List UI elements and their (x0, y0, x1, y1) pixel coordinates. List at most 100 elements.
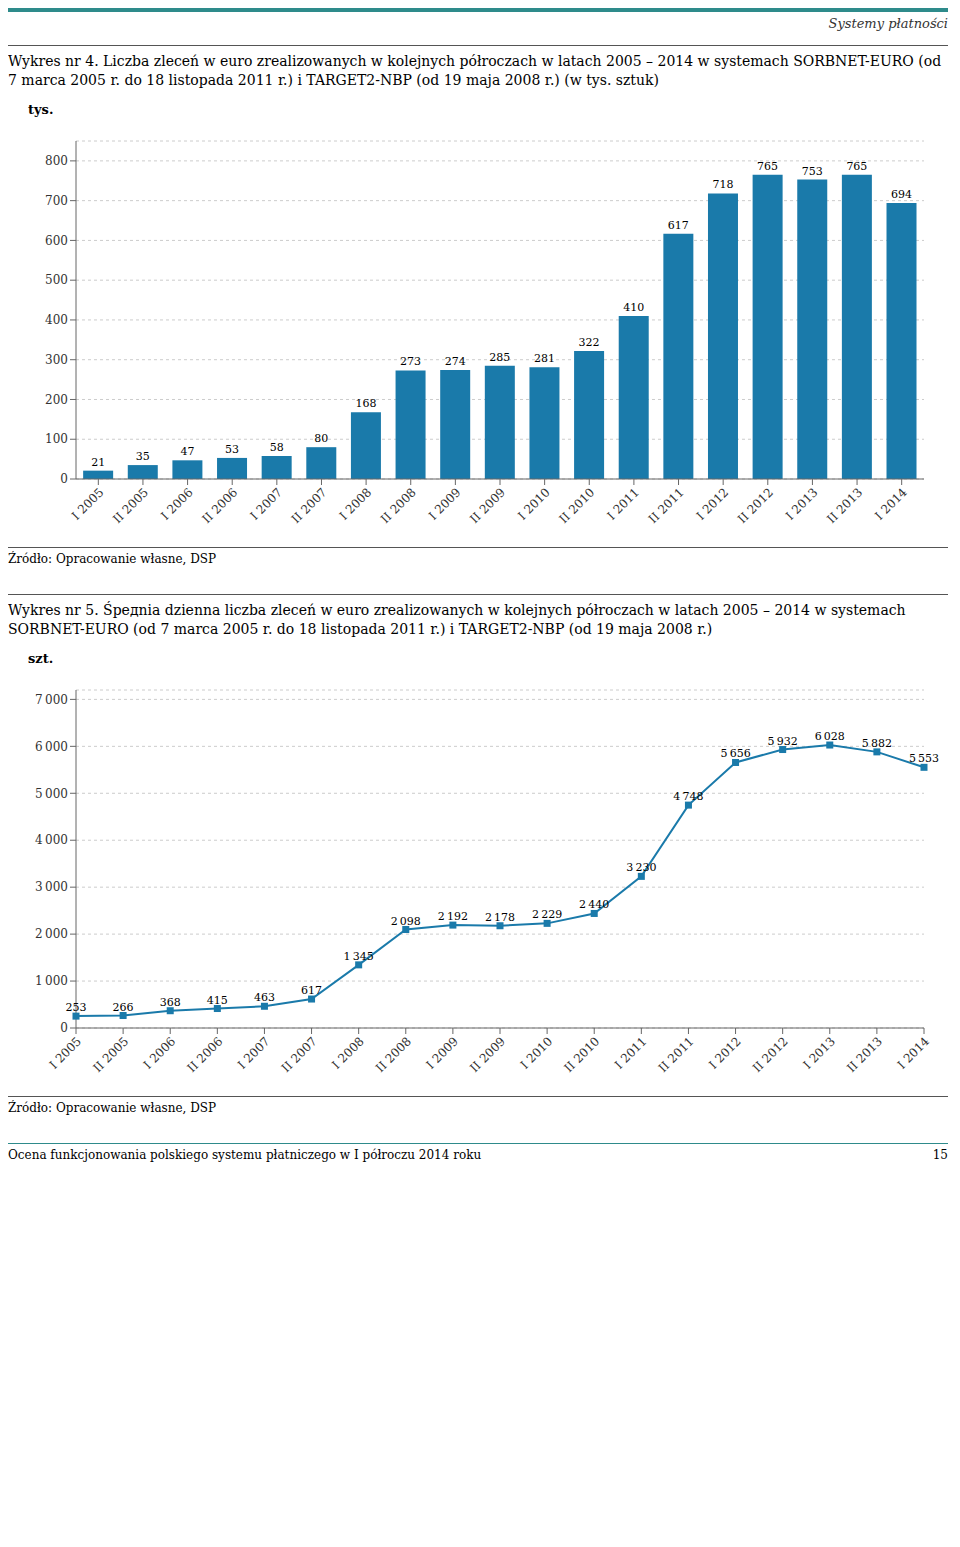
svg-text:I 2007: I 2007 (235, 1034, 273, 1072)
svg-text:II 2009: II 2009 (467, 1034, 508, 1075)
svg-text:2 000: 2 000 (35, 927, 68, 941)
svg-text:II 2010: II 2010 (561, 1034, 602, 1075)
svg-text:1 000: 1 000 (35, 974, 68, 988)
svg-text:II 2013: II 2013 (844, 1034, 885, 1075)
svg-text:I 2012: I 2012 (706, 1034, 744, 1072)
svg-text:200: 200 (45, 393, 68, 407)
svg-text:II 2012: II 2012 (735, 485, 776, 526)
svg-text:2 229: 2 229 (532, 908, 562, 921)
svg-text:II 2007: II 2007 (289, 485, 330, 526)
svg-text:5 882: 5 882 (862, 737, 892, 750)
svg-text:694: 694 (891, 188, 912, 201)
svg-text:II 2011: II 2011 (656, 1034, 697, 1075)
svg-text:253: 253 (66, 1001, 87, 1014)
svg-text:I 2013: I 2013 (783, 485, 821, 523)
svg-text:I 2005: I 2005 (69, 485, 107, 523)
svg-text:I 2009: I 2009 (423, 1034, 461, 1072)
svg-text:I 2011: I 2011 (612, 1034, 650, 1072)
svg-text:I 2008: I 2008 (329, 1034, 367, 1072)
svg-text:I 2012: I 2012 (694, 485, 732, 523)
svg-text:II 2011: II 2011 (646, 485, 687, 526)
svg-text:3 000: 3 000 (35, 880, 68, 894)
svg-text:500: 500 (45, 273, 68, 287)
svg-text:0: 0 (60, 472, 68, 486)
svg-text:II 2009: II 2009 (467, 485, 508, 526)
svg-text:0: 0 (60, 1021, 68, 1035)
html-text:szt.: szt. (28, 651, 54, 666)
svg-text:1 345: 1 345 (344, 950, 374, 963)
svg-text:I 2010: I 2010 (515, 485, 553, 523)
svg-text:I 2005: I 2005 (47, 1034, 85, 1072)
svg-text:I 2010: I 2010 (518, 1034, 556, 1072)
svg-text:285: 285 (489, 351, 510, 364)
svg-text:266: 266 (113, 1001, 134, 1014)
svg-text:718: 718 (712, 178, 733, 191)
svg-text:II 2005: II 2005 (110, 485, 151, 526)
svg-text:2 440: 2 440 (579, 898, 609, 911)
svg-text:4 748: 4 748 (673, 790, 703, 803)
svg-text:753: 753 (802, 165, 823, 178)
svg-text:58: 58 (270, 441, 284, 454)
svg-text:5 656: 5 656 (720, 747, 750, 760)
svg-text:273: 273 (400, 355, 421, 368)
svg-text:6 000: 6 000 (35, 740, 68, 754)
svg-text:II 2006: II 2006 (185, 1034, 226, 1075)
svg-text:168: 168 (355, 397, 376, 410)
svg-text:463: 463 (254, 991, 275, 1004)
svg-text:I 2014: I 2014 (872, 485, 910, 523)
svg-text:II 2006: II 2006 (199, 485, 240, 526)
svg-text:7 000: 7 000 (35, 693, 68, 707)
html-text:Wykres nr 5. Śредnia dzienna l: Wykres nr 5. Śредnia dzienna liczba zlec… (8, 602, 906, 637)
svg-text:400: 400 (45, 313, 68, 327)
svg-text:5 553: 5 553 (909, 752, 939, 765)
svg-text:765: 765 (757, 160, 778, 173)
svg-text:I 2009: I 2009 (426, 485, 464, 523)
html-text:Źródło: Opracowanie własne, DS: Źródło: Opracowanie własne, DSP (8, 1101, 217, 1115)
html-text:Wykres nr 4. Liczba zleceń w e: Wykres nr 4. Liczba zleceń w euro zreali… (8, 53, 942, 88)
svg-text:I 2011: I 2011 (604, 485, 642, 523)
svg-text:617: 617 (301, 984, 322, 997)
svg-text:I 2006: I 2006 (141, 1034, 179, 1072)
svg-text:100: 100 (45, 432, 68, 446)
svg-text:6 028: 6 028 (815, 730, 845, 743)
svg-text:II 2008: II 2008 (378, 485, 419, 526)
svg-text:300: 300 (45, 353, 68, 367)
svg-text:274: 274 (445, 355, 466, 368)
svg-text:800: 800 (45, 154, 68, 168)
svg-text:53: 53 (225, 443, 239, 456)
svg-text:765: 765 (846, 160, 867, 173)
html-text:tys.: tys. (28, 102, 54, 117)
svg-text:21: 21 (91, 456, 105, 469)
svg-text:80: 80 (314, 432, 328, 445)
svg-text:II 2013: II 2013 (824, 485, 865, 526)
svg-text:II 2010: II 2010 (557, 485, 598, 526)
svg-text:II 2012: II 2012 (750, 1034, 791, 1075)
svg-text:I 2007: I 2007 (247, 485, 285, 523)
svg-text:I 2006: I 2006 (158, 485, 196, 523)
svg-text:617: 617 (668, 219, 689, 232)
svg-text:5 932: 5 932 (768, 735, 798, 748)
svg-text:II 2008: II 2008 (373, 1034, 414, 1075)
svg-text:I 2008: I 2008 (337, 485, 375, 523)
svg-text:5 000: 5 000 (35, 787, 68, 801)
html-text:Systemy płatności: Systemy płatności (828, 16, 948, 31)
svg-text:I 2013: I 2013 (800, 1034, 838, 1072)
svg-text:415: 415 (207, 994, 228, 1007)
svg-text:2 178: 2 178 (485, 911, 515, 924)
svg-text:281: 281 (534, 352, 555, 365)
svg-text:II 2007: II 2007 (279, 1034, 320, 1075)
svg-text:I 2014: I 2014 (895, 1034, 933, 1072)
svg-text:410: 410 (623, 301, 644, 314)
svg-text:47: 47 (180, 445, 194, 458)
svg-text:4 000: 4 000 (35, 833, 68, 847)
svg-text:35: 35 (136, 450, 150, 463)
html-text:Źródło: Opracowanie własne, DS: Źródło: Opracowanie własne, DSP (8, 552, 217, 566)
svg-text:2 192: 2 192 (438, 910, 468, 923)
svg-text:600: 600 (45, 234, 68, 248)
svg-text:368: 368 (160, 996, 181, 1009)
svg-text:3 230: 3 230 (626, 861, 656, 874)
svg-text:322: 322 (579, 336, 600, 349)
svg-text:700: 700 (45, 194, 68, 208)
svg-text:II 2005: II 2005 (90, 1034, 131, 1075)
svg-text:2 098: 2 098 (391, 915, 421, 928)
